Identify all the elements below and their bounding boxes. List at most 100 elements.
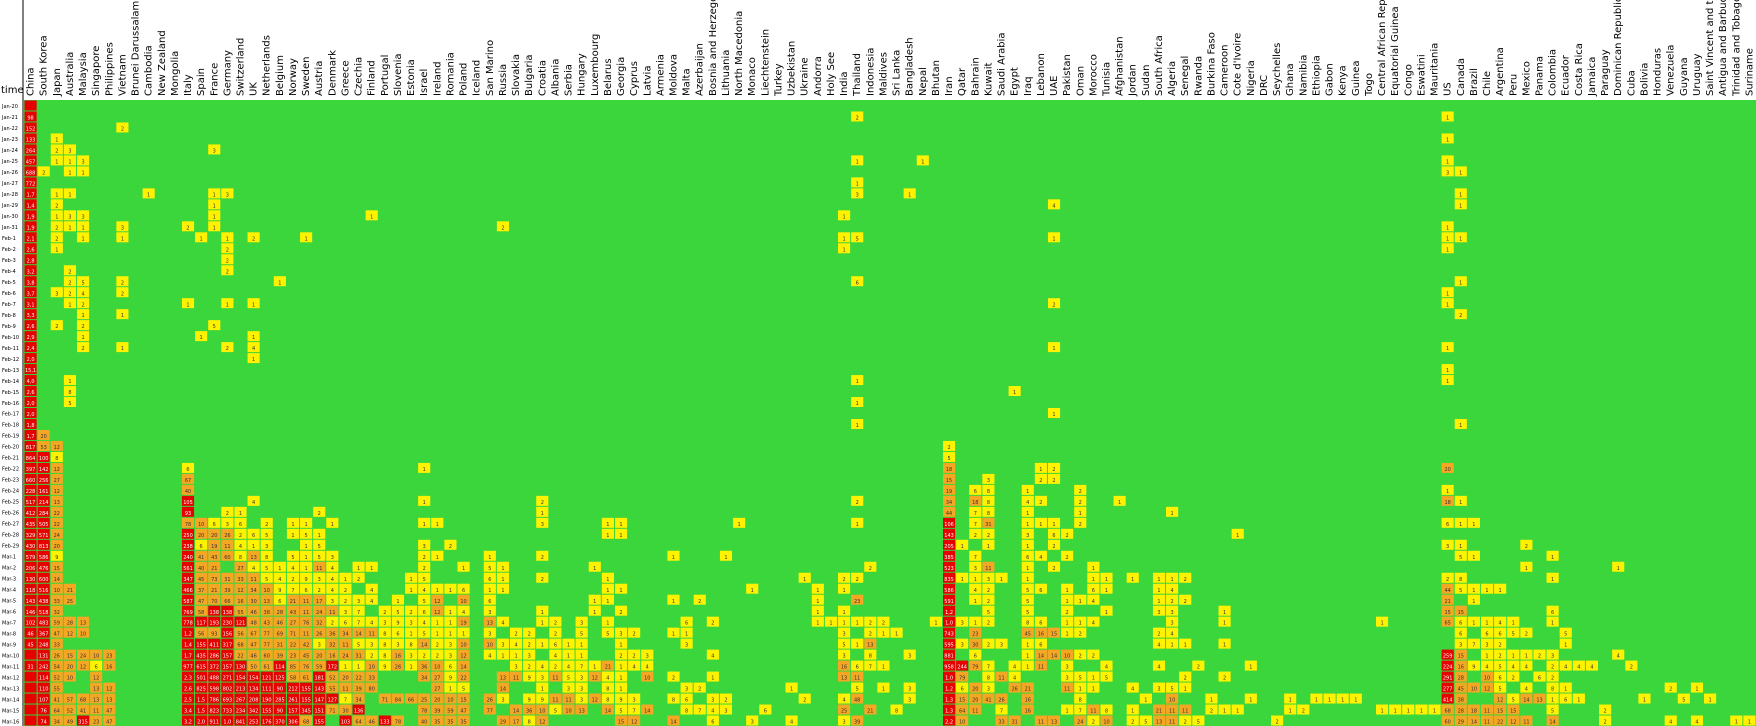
heatmap-cell-fill [50,473,63,484]
heatmap-cell-value: 238 [183,544,193,550]
column-label: Cyprus [629,61,640,96]
heatmap-cell-fill [1034,462,1047,473]
heatmap-cell-fill [536,638,549,649]
heatmap-cell: 284 [37,506,50,517]
heatmap-cell-fill [260,715,273,726]
heatmap-cell-value: 1 [790,687,793,693]
heatmap-cell: 64 [956,704,969,715]
heatmap-cell-fill [1061,682,1074,693]
heatmap-cell: 505 [37,517,50,528]
heatmap-cell-fill [1533,693,1546,704]
heatmap-cell-value: 1 [1026,522,1029,528]
heatmap-cell-fill [1612,561,1625,572]
column-label: Cuba [1626,70,1637,96]
heatmap-cell: 6 [234,517,247,528]
heatmap-cell: 2 [496,221,509,231]
heatmap-cell-value: 660 [26,478,36,484]
heatmap-cell-fill [549,649,562,660]
heatmap-cell: 412 [24,506,37,517]
column-label: Iraq [1023,76,1034,96]
heatmap-cell-fill [37,561,50,572]
heatmap-cell: 13 [496,671,509,682]
heatmap-cell: 8 [50,451,63,462]
heatmap-cell-value: 242 [39,665,49,671]
heatmap-cell-value: 6 [305,588,308,594]
heatmap-cell-fill [1533,671,1546,682]
heatmap-cell: 4 [1480,660,1494,671]
heatmap-cell-fill [313,605,326,616]
heatmap-cell-value: 20 [342,676,348,682]
heatmap-cell: 4 [601,671,614,682]
heatmap-cell: 31 [352,649,365,660]
heatmap-cell: 45 [300,649,313,660]
heatmap-cell: 28 [1454,704,1467,715]
heatmap-cell: 1 [1061,594,1074,605]
heatmap-cell-fill [969,693,982,704]
heatmap-cell-fill [1021,682,1034,693]
heatmap-cell-value: 90 [277,687,283,693]
heatmap-cell: 1 [339,572,352,583]
heatmap-cell-value: 23 [93,720,99,726]
heatmap-cell-value: 48 [854,698,860,704]
heatmap-cell-fill [221,693,234,704]
heatmap-cell: 1 [1218,638,1231,649]
heatmap-cell-value: 1 [501,566,504,572]
heatmap-cell-value: 14 [1471,720,1477,726]
heatmap-cell-fill [431,693,444,704]
column-label: Malta [682,68,693,96]
heatmap-cell-fill [313,682,326,693]
heatmap-cell: 5 [1494,660,1507,671]
heatmap-cell-fill [1087,649,1100,660]
heatmap-cell: 12 [431,594,444,605]
heatmap-cell-value: 1 [488,588,491,594]
heatmap-cell-fill [1166,616,1179,627]
heatmap-cell-fill [942,517,956,528]
heatmap-cell-value: 31 [1011,720,1017,726]
heatmap-cell: 4 [286,561,300,572]
heatmap-cell-value: 2,6 [27,324,35,330]
heatmap-cell-value: 4 [370,621,373,627]
heatmap-cell: 8 [260,550,273,561]
heatmap-cell-fill [234,517,247,528]
heatmap-cell-value: 743 [944,632,954,638]
column-label: Ghana [1285,63,1296,96]
heatmap-cell: 4 [1152,638,1166,649]
heatmap-cell: 69 [273,627,286,638]
heatmap-cell-fill [234,550,247,561]
heatmap-cell-fill [221,243,234,254]
heatmap-cell: 1,7 [24,429,37,440]
heatmap-cell-value: 12 [592,676,598,682]
heatmap-cell-value: 12 [54,445,60,451]
heatmap-cell-value: 1 [1184,643,1187,649]
heatmap-cell-fill [1166,627,1179,638]
heatmap-cell-value: 2,2 [945,720,953,726]
heatmap-cell-fill [614,649,628,660]
heatmap-cell-fill [247,298,260,309]
heatmap-cell-fill [418,638,431,649]
heatmap-cell-value: 14 [513,709,519,715]
heatmap-cell-fill [942,583,956,594]
heatmap-cell-value: 4 [370,588,373,594]
heatmap-cell: 5 [1139,715,1152,726]
heatmap-cell-value: 516 [39,588,49,594]
heatmap-cell-value: 1 [1249,698,1252,704]
heatmap-cell-fill [1047,528,1061,539]
heatmap-cell: 1 [195,331,208,341]
heatmap-cell: 1 [1454,539,1467,550]
heatmap-cell-fill [457,704,470,715]
heatmap-cell-value: 8 [1459,577,1462,583]
heatmap-cell: 10 [365,660,378,671]
heatmap-cell-value: 2 [987,599,990,605]
heatmap-cell-fill [260,616,273,627]
heatmap-cell-fill [1389,704,1402,715]
heatmap-cell: 59 [50,616,63,627]
heatmap-cell-fill [50,451,63,462]
heatmap-cell: 2 [286,572,300,583]
heatmap-cell: 102 [24,616,37,627]
heatmap-cell-fill [24,331,37,342]
heatmap-cell: 1 [1100,583,1113,594]
heatmap-cell-value: 5 [619,709,622,715]
heatmap-cell-value: 34 [342,632,348,638]
heatmap-cell: 26 [221,528,234,539]
heatmap-cell: 3,2 [24,265,37,275]
